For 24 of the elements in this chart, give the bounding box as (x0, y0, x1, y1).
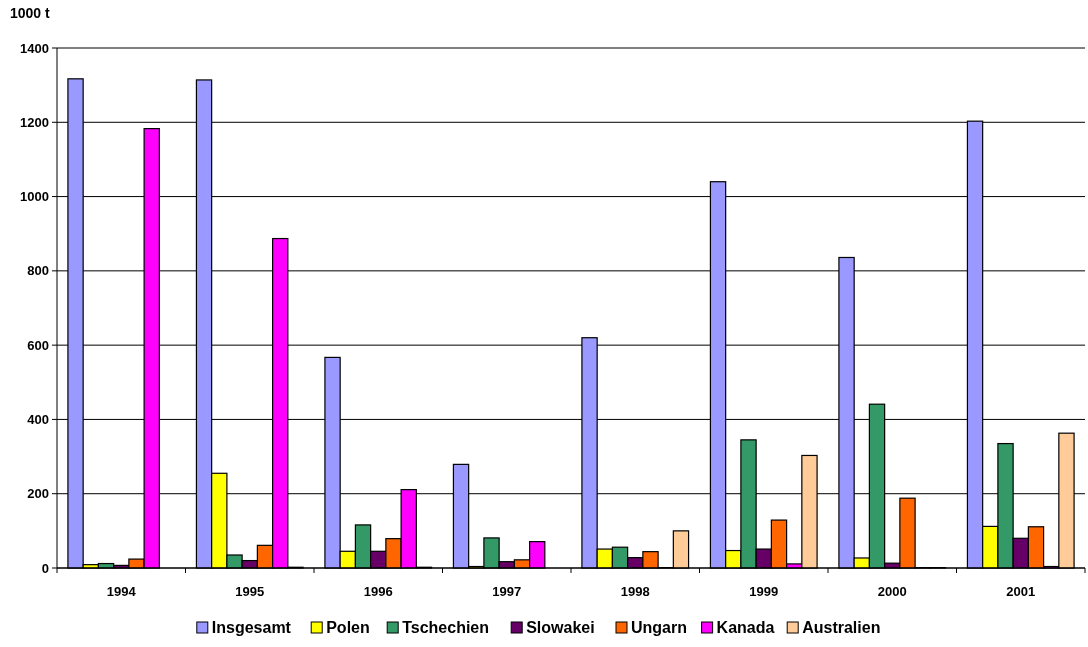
legend-label: Tschechien (402, 619, 490, 636)
x-tick-label: 1998 (620, 584, 650, 599)
x-tick-label: 2000 (877, 584, 907, 599)
x-tick-label: 1999 (749, 584, 779, 599)
y-tick-label: 200 (27, 486, 49, 502)
legend-label: Polen (326, 619, 370, 636)
y-tick-label: 800 (27, 263, 49, 279)
y-tick-label: 1000 (20, 189, 49, 205)
x-tick-label: 1996 (363, 584, 393, 599)
legend-label: Australien (802, 619, 881, 636)
y-tick-label: 400 (27, 411, 49, 427)
legend-label: Ungarn (631, 619, 687, 636)
y-axis-title: 1000 t (10, 5, 51, 21)
x-tick-label: 1997 (492, 584, 522, 599)
x-tick-label: 1995 (235, 584, 265, 599)
x-tick-label: 1994 (106, 584, 137, 599)
y-tick-label: 600 (27, 337, 49, 353)
x-tick-label: 2001 (1006, 584, 1036, 599)
y-tick-label: 1200 (20, 114, 49, 130)
legend-label: Slowakei (526, 619, 595, 636)
y-tick-label: 1400 (20, 40, 49, 56)
legend-label: Kanada (716, 619, 775, 636)
legend-label: Insgesamt (211, 619, 292, 636)
y-tick-label: 0 (41, 560, 49, 576)
